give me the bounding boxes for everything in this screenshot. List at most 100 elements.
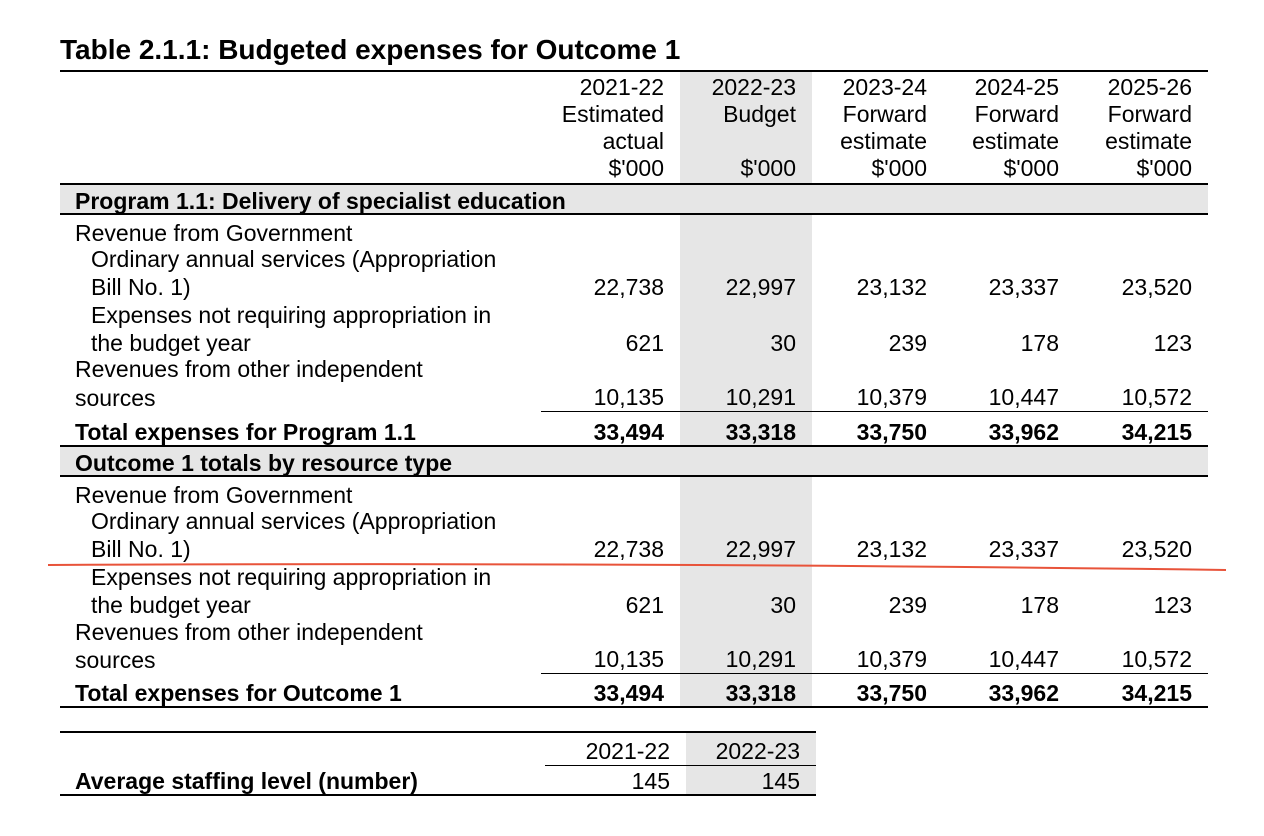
- budget-column-shade: [680, 72, 812, 184]
- total-rule: [60, 706, 1208, 708]
- budget-column-shade: [680, 476, 812, 706]
- total-cell: 33,494: [593, 680, 664, 706]
- table-cell: 239: [888, 592, 927, 618]
- row-label: sources: [75, 647, 156, 673]
- row-label: the budget year: [91, 330, 251, 356]
- row-label: Expenses not requiring appropriation in: [91, 302, 492, 328]
- total-cell: 33,750: [856, 680, 927, 706]
- table-cell: 23,520: [1121, 536, 1192, 562]
- total-cell: 33,962: [988, 680, 1059, 706]
- col-header-label: Budget: [723, 101, 796, 127]
- table-cell: 10,135: [593, 384, 664, 410]
- total-rule: [60, 445, 1208, 447]
- row-label: the budget year: [91, 592, 251, 618]
- row-label: sources: [75, 385, 156, 411]
- title-rule: [60, 70, 1208, 72]
- col-header-unit: $'000: [740, 155, 796, 181]
- col-header-label: Forward: [1107, 101, 1192, 127]
- table-cell: 10,379: [856, 384, 927, 410]
- total-row-label: Total expenses for Outcome 1: [75, 680, 402, 706]
- total-cell: 33,750: [856, 419, 927, 445]
- table-cell: 22,997: [725, 274, 796, 300]
- budget-column-shade: [686, 732, 816, 794]
- section-heading: Program 1.1: Delivery of specialist educ…: [75, 188, 566, 214]
- table-cell: 30: [770, 592, 796, 618]
- table-cell: 123: [1153, 330, 1192, 356]
- subtotal-rule: [541, 673, 1208, 674]
- col-header-label: Forward: [842, 101, 927, 127]
- table-cell: 10,447: [988, 384, 1059, 410]
- col-header-label: actual: [602, 128, 664, 154]
- table-cell: 10,291: [725, 646, 796, 672]
- header-rule: [60, 183, 1208, 185]
- total-cell: 33,318: [725, 680, 796, 706]
- row-label: Revenues from other independent: [75, 619, 423, 645]
- table-cell: 10,572: [1121, 384, 1192, 410]
- staffing-value: 145: [631, 768, 670, 794]
- staffing-header-rule: [545, 765, 816, 766]
- row-label: Revenues from other independent: [75, 356, 423, 382]
- table-cell: 621: [625, 330, 664, 356]
- table-cell: 10,379: [856, 646, 927, 672]
- row-label: Ordinary annual services (Appropriation: [91, 246, 497, 272]
- table-cell: 22,738: [593, 274, 664, 300]
- row-group-label: Revenue from Government: [75, 220, 353, 246]
- table-cell: 22,738: [593, 536, 664, 562]
- table-cell: 10,135: [593, 646, 664, 672]
- table-cell: 239: [888, 330, 927, 356]
- col-header-year: 2021-22: [579, 74, 664, 100]
- col-header-unit: $'000: [871, 155, 927, 181]
- total-cell: 33,962: [988, 419, 1059, 445]
- col-header-unit: $'000: [1136, 155, 1192, 181]
- col-header-label: estimate: [840, 128, 927, 154]
- table-cell: 30: [770, 330, 796, 356]
- table-cell: 23,337: [988, 536, 1059, 562]
- staffing-year: 2022-23: [715, 738, 800, 764]
- table-cell: 10,572: [1121, 646, 1192, 672]
- col-header-label: Estimated: [561, 101, 664, 127]
- col-header-label: estimate: [1105, 128, 1192, 154]
- col-header-year: 2022-23: [711, 74, 796, 100]
- row-label: Bill No. 1): [91, 536, 191, 562]
- col-header-label: estimate: [972, 128, 1059, 154]
- section-heading: Outcome 1 totals by resource type: [75, 450, 453, 476]
- col-header-year: 2025-26: [1107, 74, 1192, 100]
- table-cell: 23,132: [856, 274, 927, 300]
- table-cell: 10,291: [725, 384, 796, 410]
- section-heading-rule: [60, 475, 1208, 477]
- row-label: Expenses not requiring appropriation in: [91, 564, 492, 590]
- table-cell: 621: [625, 592, 664, 618]
- total-cell: 34,215: [1121, 680, 1192, 706]
- staffing-value: 145: [761, 768, 800, 794]
- col-header-unit: $'000: [1003, 155, 1059, 181]
- table-cell: 123: [1153, 592, 1192, 618]
- staffing-label: Average staffing level (number): [75, 768, 418, 794]
- col-header-unit: $'000: [608, 155, 664, 181]
- total-cell: 33,494: [593, 419, 664, 445]
- staffing-top-rule: [60, 731, 816, 733]
- table-title: Table 2.1.1: Budgeted expenses for Outco…: [60, 34, 681, 65]
- table-cell: 23,132: [856, 536, 927, 562]
- budget-column-shade: [680, 214, 812, 446]
- table-cell: 178: [1020, 592, 1059, 618]
- table-cell: 23,337: [988, 274, 1059, 300]
- staffing-bottom-rule: [60, 794, 816, 796]
- section-heading-rule: [60, 213, 1208, 215]
- table-cell: 178: [1020, 330, 1059, 356]
- section-heading-bar: [60, 184, 1208, 214]
- col-header-label: Forward: [974, 101, 1059, 127]
- table-cell: 22,997: [725, 536, 796, 562]
- total-cell: 33,318: [725, 419, 796, 445]
- total-cell: 34,215: [1121, 419, 1192, 445]
- col-header-year: 2024-25: [974, 74, 1059, 100]
- section-heading-bar: [60, 446, 1208, 476]
- row-label: Ordinary annual services (Appropriation: [91, 508, 497, 534]
- staffing-year: 2021-22: [585, 738, 670, 764]
- row-group-label: Revenue from Government: [75, 482, 353, 508]
- table-cell: 10,447: [988, 646, 1059, 672]
- total-row-label: Total expenses for Program 1.1: [75, 419, 416, 445]
- col-header-year: 2023-24: [842, 74, 927, 100]
- table-cell: 23,520: [1121, 274, 1192, 300]
- row-label: Bill No. 1): [91, 274, 191, 300]
